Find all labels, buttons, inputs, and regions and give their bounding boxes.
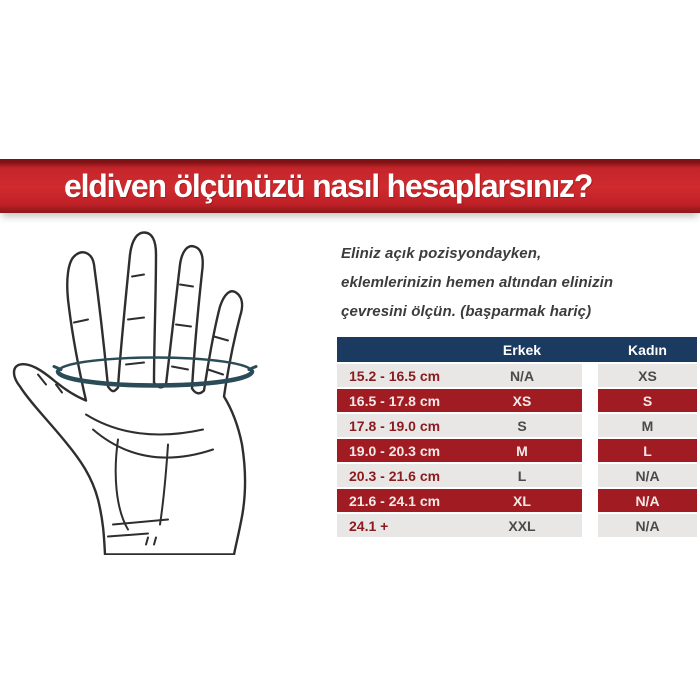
size-range-cell: 19.0 - 20.3 cm — [349, 442, 441, 459]
size-range-cell: 20.3 - 21.6 cm — [349, 467, 441, 484]
row-gap — [582, 414, 598, 437]
instruction-line: eklemlerinizin hemen altından elinizin — [341, 274, 614, 291]
kadin-size-cell: XS — [638, 367, 657, 384]
kadin-size-cell: N/A — [635, 467, 660, 484]
row-right-segment: S — [598, 389, 697, 412]
size-range-cell: 17.8 - 19.0 cm — [349, 417, 441, 434]
erkek-size-cell: M — [516, 442, 528, 459]
size-table-row: 19.0 - 20.3 cm M L — [337, 439, 697, 462]
row-gap — [582, 364, 598, 387]
row-right-segment: M — [598, 414, 697, 437]
erkek-size-cell: S — [517, 417, 527, 434]
title-banner: eldiven ölçünüzü nasıl hesaplarsınız? — [0, 159, 700, 213]
size-range-cell: 15.2 - 16.5 cm — [349, 367, 441, 384]
row-gap — [582, 389, 598, 412]
instruction-line: çevresini ölçün. (başparmak hariç) — [341, 303, 592, 320]
row-right-segment: XS — [598, 364, 697, 387]
row-left-segment: 24.1 + XXL — [337, 514, 582, 537]
size-table-row: 15.2 - 16.5 cm N/A XS — [337, 364, 697, 387]
row-gap — [582, 439, 598, 462]
row-gap — [582, 514, 598, 537]
row-left-segment: 20.3 - 21.6 cm L — [337, 464, 582, 487]
row-right-segment: L — [598, 439, 697, 462]
size-table-row: 20.3 - 21.6 cm L N/A — [337, 464, 697, 487]
erkek-size-cell: XXL — [508, 517, 536, 534]
page-title: eldiven ölçünüzü nasıl hesaplarsınız? — [64, 167, 593, 204]
size-table: Erkek Kadın 15.2 - 16.5 cm N/A XS 16.5 -… — [337, 337, 697, 539]
col-header-erkek: Erkek — [502, 341, 542, 358]
col-header-kadin: Kadın — [628, 341, 667, 358]
erkek-size-cell: XL — [513, 492, 531, 509]
row-gap — [582, 464, 598, 487]
size-table-body: 15.2 - 16.5 cm N/A XS 16.5 - 17.8 cm XS … — [337, 364, 697, 537]
size-table-row: 24.1 + XXL N/A — [337, 514, 697, 537]
row-left-segment: 17.8 - 19.0 cm S — [337, 414, 582, 437]
size-range-cell: 21.6 - 24.1 cm — [349, 492, 441, 509]
row-right-segment: N/A — [598, 489, 697, 512]
erkek-size-cell: N/A — [509, 367, 535, 384]
instruction-line: Eliniz açık pozisyondayken, — [341, 245, 542, 262]
hand-crease-lines — [37, 273, 229, 546]
kadin-size-cell: S — [642, 392, 653, 409]
size-table-row: 17.8 - 19.0 cm S M — [337, 414, 697, 437]
size-table-header: Erkek Kadın — [337, 337, 697, 362]
size-range-cell: 16.5 - 17.8 cm — [349, 392, 441, 409]
measuring-tape-ellipse — [52, 356, 258, 388]
size-table-row: 21.6 - 24.1 cm XL N/A — [337, 489, 697, 512]
row-left-segment: 15.2 - 16.5 cm N/A — [337, 364, 582, 387]
kadin-size-cell: M — [641, 417, 654, 434]
erkek-size-cell: XS — [512, 392, 532, 409]
kadin-size-cell: L — [643, 442, 652, 459]
row-right-segment: N/A — [598, 464, 697, 487]
size-range-cell: 24.1 + — [349, 517, 389, 534]
row-left-segment: 21.6 - 24.1 cm XL — [337, 489, 582, 512]
hand-illustration — [12, 231, 258, 555]
size-table-row: 16.5 - 17.8 cm XS S — [337, 389, 697, 412]
kadin-size-cell: N/A — [635, 517, 660, 534]
measurement-instructions: Eliniz açık pozisyondayken, eklemleriniz… — [341, 239, 693, 326]
row-left-segment: 16.5 - 17.8 cm XS — [337, 389, 582, 412]
row-right-segment: N/A — [598, 514, 697, 537]
row-gap — [582, 489, 598, 512]
row-left-segment: 19.0 - 20.3 cm M — [337, 439, 582, 462]
hand-outline — [12, 231, 247, 555]
erkek-size-cell: L — [517, 467, 527, 484]
kadin-size-cell: N/A — [635, 492, 660, 509]
